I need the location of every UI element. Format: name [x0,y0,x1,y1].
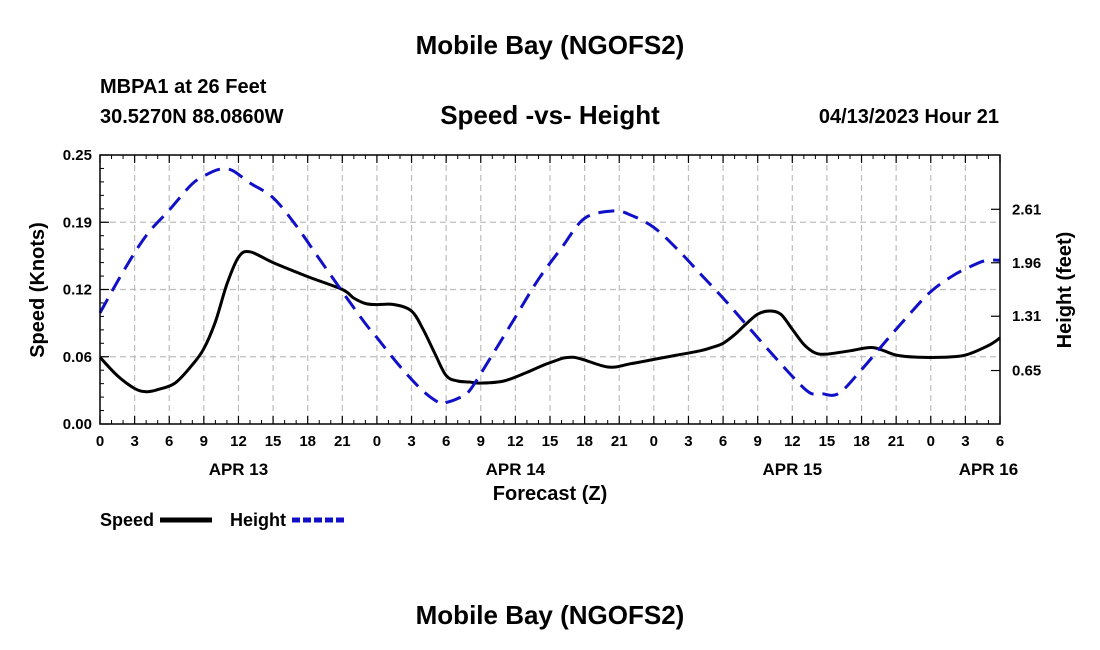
x-tick-label: 12 [784,433,801,450]
date-label: APR 15 [763,460,823,479]
y-left-tick-label: 0.06 [63,349,92,366]
x-tick-label: 12 [230,433,247,450]
x-tick-label: 18 [853,433,870,450]
x-tick-label: 3 [130,433,138,450]
y-axis-label-right: Height (feet) [1054,232,1076,349]
x-tick-label: 18 [576,433,593,450]
x-tick-label: 12 [507,433,524,450]
y-right-tick-label: 0.65 [1012,363,1041,380]
tick-labels: 0 3 6 9 12 15 18 21 0 3 6 9 12 15 18 21 0 3 6 9 12 15 18 21 0 3 6 A… [63,147,1041,479]
chart-title: Mobile Bay (NGOFS2) [415,30,685,60]
x-tick-label: 18 [299,433,316,450]
y-left-tick-label: 0.12 [63,282,92,299]
x-tick-label: 15 [542,433,559,450]
y-left-tick-label: 0.00 [63,416,92,433]
x-tick-label: 15 [265,433,282,450]
x-tick-label: 3 [961,433,969,450]
x-tick-label: 0 [96,433,104,450]
date-label: APR 14 [486,460,546,479]
y-axis-label-left: Speed (Knots) [27,222,49,358]
y-right-tick-label: 1.31 [1012,308,1041,325]
x-tick-label: 21 [888,433,905,450]
speed-series-line [98,250,1001,394]
legend: Speed Height [100,510,344,530]
x-tick-label: 6 [719,433,727,450]
legend-speed-label: Speed [100,510,154,530]
series [98,167,1001,406]
y-left-tick-label: 0.19 [63,214,92,231]
footer-title: Mobile Bay (NGOFS2) [415,600,685,630]
y-left-tick-label: 0.25 [63,147,92,164]
date-label: APR 16 [959,460,1019,479]
legend-height-label: Height [230,510,286,530]
x-tick-label: 21 [334,433,351,450]
station-coords: 30.5270N 88.0860W [100,106,284,128]
y-right-tick-label: 2.61 [1012,201,1041,218]
x-tick-label: 9 [200,433,208,450]
x-tick-label: 21 [611,433,628,450]
date-label: APR 13 [209,460,269,479]
x-tick-label: 15 [819,433,836,450]
station-label: MBPA1 at 26 Feet [100,76,267,98]
x-tick-label: 3 [684,433,692,450]
x-tick-label: 0 [927,433,935,450]
forecast-datetime: 04/13/2023 Hour 21 [818,106,999,128]
height-series-line [98,167,1001,406]
x-tick-label: 9 [754,433,762,450]
x-axis-label: Forecast (Z) [493,483,607,505]
plot-frame [99,154,1001,425]
y-right-tick-label: 1.96 [1012,255,1041,272]
x-tick-label: 6 [442,433,450,450]
x-tick-label: 3 [407,433,415,450]
x-tick-label: 0 [373,433,381,450]
x-tick-label: 9 [477,433,485,450]
chart-subtitle: Speed -vs- Height [440,100,660,130]
x-tick-label: 6 [996,433,1004,450]
x-tick-label: 6 [165,433,173,450]
grid [100,155,1000,424]
x-tick-label: 0 [650,433,658,450]
